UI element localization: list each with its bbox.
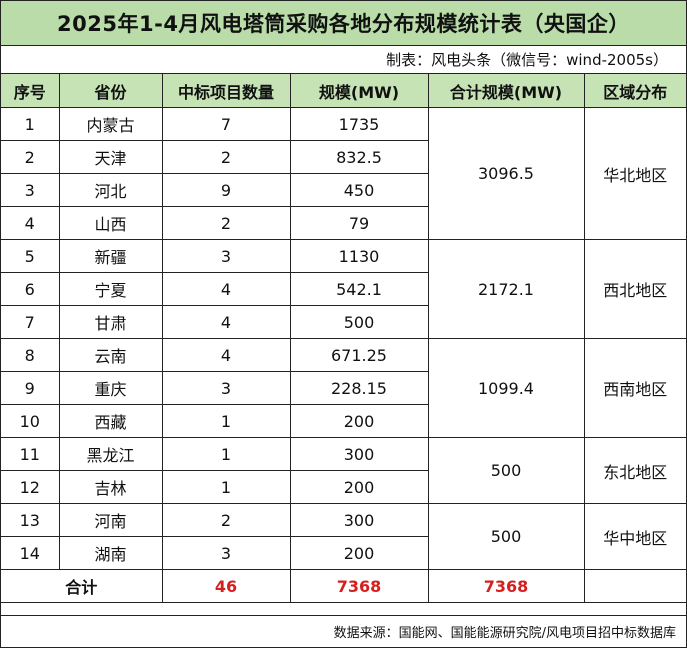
header-subtotal: 合计规模(MW) [427,74,585,108]
cell-province: 重庆 [58,371,163,405]
table-row: 3 河北 9 450 [1,173,686,207]
total-region-empty [583,569,686,603]
cell-subtotal: 3096.5 [427,107,585,240]
header-region: 区域分布 [583,74,686,108]
cell-count: 1 [161,437,291,471]
cell-count: 4 [161,305,291,339]
cell-count: 3 [161,371,291,405]
cell-province: 云南 [58,338,163,372]
cell-index: 10 [1,404,60,438]
cell-scale: 200 [289,536,428,570]
cell-province: 吉林 [58,470,163,504]
cell-province: 天津 [58,140,163,174]
cell-count: 4 [161,338,291,372]
cell-count: 3 [161,536,291,570]
cell-index: 9 [1,371,60,405]
header-scale: 规模(MW) [289,74,429,108]
cell-count: 3 [161,239,291,273]
cell-scale: 200 [289,404,428,438]
cell-index: 6 [1,272,60,306]
table-row: 5 新疆 3 1130 2172.1 西北地区 [1,239,686,339]
table-row: 6 宁夏 4 542.1 [1,272,686,306]
table-row: 1 内蒙古 7 1735 3096.5 华北地区 [1,107,686,240]
header-project-count: 中标项目数量 [161,74,291,108]
cell-scale: 200 [289,470,428,504]
cell-province: 山西 [58,206,163,240]
table-title: 2025年1-4月风电塔筒采购各地分布规模统计表（央国企） [1,1,686,46]
header-province: 省份 [58,74,163,108]
table-row: 8 云南 4 671.25 1099.4 西南地区 [1,338,686,438]
cell-region: 华北地区 [583,107,686,240]
cell-subtotal: 500 [427,503,585,570]
total-subtotal: 7368 [427,569,585,603]
cell-region: 西南地区 [583,338,686,438]
cell-scale: 1130 [289,239,429,273]
cell-region: 西北地区 [583,239,686,339]
table-row: 4 山西 2 79 [1,206,686,240]
table-row: 12 吉林 1 200 [1,470,686,504]
cell-region: 华中地区 [583,503,686,570]
cell-index: 13 [1,503,60,537]
cell-count: 1 [161,404,291,438]
cell-index: 3 [1,173,60,207]
cell-count: 9 [161,173,291,207]
cell-count: 2 [161,503,291,537]
cell-province: 内蒙古 [58,107,163,141]
total-scale: 7368 [289,569,429,603]
cell-subtotal: 1099.4 [427,338,585,438]
cell-province: 河南 [58,503,163,537]
cell-scale: 1735 [289,107,429,141]
cell-province: 河北 [58,173,163,207]
cell-count: 2 [161,140,291,174]
cell-province: 宁夏 [58,272,163,306]
data-source-note: 数据来源：国能网、国能能源研究院/风电项目招中标数据库 [1,615,686,647]
cell-scale: 542.1 [289,272,428,306]
cell-count: 4 [161,272,291,306]
cell-index: 12 [1,470,60,504]
cell-scale: 300 [289,437,429,471]
cell-subtotal: 2172.1 [427,239,585,339]
cell-index: 14 [1,536,60,570]
cell-scale: 228.15 [289,371,428,405]
cell-province: 湖南 [58,536,163,570]
table-row: 13 河南 2 300 500 华中地区 [1,503,686,570]
cell-index: 4 [1,206,60,240]
table-row: 14 湖南 3 200 [1,536,686,570]
cell-province: 甘肃 [58,305,163,339]
cell-count: 1 [161,470,291,504]
cell-count: 7 [161,107,291,141]
table-row: 9 重庆 3 228.15 [1,371,686,405]
cell-province: 新疆 [58,239,163,273]
cell-scale: 79 [289,206,428,240]
cell-subtotal: 500 [427,437,585,504]
cell-count: 2 [161,206,291,240]
cell-scale: 671.25 [289,338,429,372]
cell-scale: 500 [289,305,428,339]
cell-index: 5 [1,239,60,273]
statistics-table: 序号 省份 中标项目数量 规模(MW) 合计规模(MW) 区域分布 1 内蒙古 … [1,74,686,603]
table-row: 11 黑龙江 1 300 500 东北地区 [1,437,686,504]
total-label: 合计 [1,569,163,603]
table-credit: 制表：风电头条（微信号：wind-2005s） [1,46,686,74]
header-index: 序号 [1,74,60,108]
total-count: 46 [161,569,291,603]
cell-index: 2 [1,140,60,174]
cell-index: 7 [1,305,60,339]
cell-scale: 832.5 [289,140,428,174]
header-row: 序号 省份 中标项目数量 规模(MW) 合计规模(MW) 区域分布 [1,74,686,108]
cell-scale: 450 [289,173,428,207]
cell-index: 11 [1,437,60,471]
total-row: 合计 46 7368 7368 [1,569,686,603]
cell-scale: 300 [289,503,429,537]
cell-region: 东北地区 [583,437,686,504]
cell-province: 黑龙江 [58,437,163,471]
cell-index: 8 [1,338,60,372]
cell-index: 1 [1,107,60,141]
cell-province: 西藏 [58,404,163,438]
